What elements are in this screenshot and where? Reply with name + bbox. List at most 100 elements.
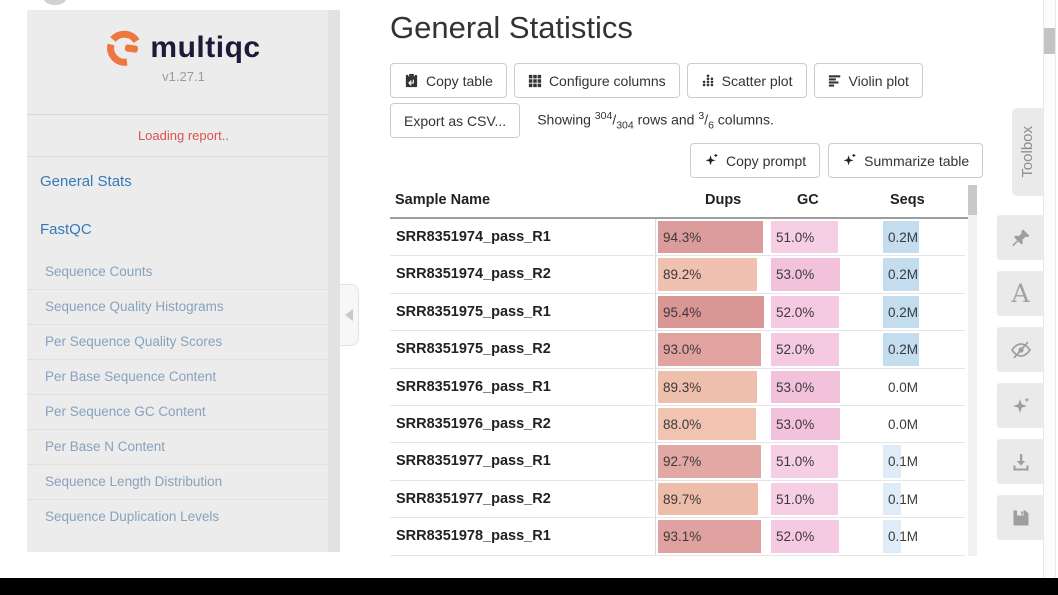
gc-cell: 53.0% — [771, 406, 902, 442]
clipboard-copy-icon — [405, 73, 418, 88]
gc-bar — [771, 370, 841, 403]
sidebar-link[interactable]: Sequence Counts — [45, 264, 153, 279]
gc-bar — [771, 221, 838, 254]
seqs-bar — [883, 520, 902, 553]
table-row: SRR8351975_pass_R2 93.0% 52.0% 0.2M — [390, 331, 965, 369]
sidebar-link[interactable]: Per Base Sequence Content — [45, 369, 217, 384]
sidebar-item-sequence-quality-histograms: Sequence Quality Histograms — [27, 289, 328, 324]
col-header-gc[interactable]: GC — [797, 192, 819, 208]
table-row: SRR8351974_pass_R2 89.2% 53.0% 0.2M — [390, 256, 965, 294]
col-header-sample-name[interactable]: Sample Name — [395, 192, 491, 208]
seqs-bar — [883, 333, 920, 366]
showing-summary: Showing 304/304 rows and 3/6 columns. — [537, 109, 774, 132]
sample-name: SRR8351976_pass_R1 — [396, 378, 551, 395]
table-row: SRR8351977_pass_R1 92.7% 51.0% 0.1M — [390, 443, 965, 481]
gc-bar — [771, 482, 838, 516]
pin-samples-button[interactable] — [997, 215, 1044, 260]
table-scrollbar[interactable] — [968, 185, 977, 556]
copy-table-button[interactable]: Copy table — [390, 63, 507, 98]
table-toolbar-row1: Copy table Configure columns Scatter plo… — [390, 63, 923, 98]
partial-circle-decoration — [44, 0, 66, 5]
ai-sparkle-icon — [1012, 397, 1028, 413]
dups-cell: 93.1% — [658, 518, 769, 554]
save-settings-button[interactable] — [997, 495, 1044, 540]
sidebar-link[interactable]: FastQC — [40, 221, 92, 238]
sidebar-scrollbar[interactable] — [328, 10, 340, 552]
column-divider — [655, 293, 656, 331]
dups-cell: 89.7% — [658, 481, 769, 517]
toolbox-tab-label: Toolbox — [1019, 126, 1036, 178]
bottom-black-bar — [0, 578, 1058, 595]
gc-cell: 51.0% — [771, 443, 902, 479]
table-toolbar-row2: Export as CSV... Showing 304/304 rows an… — [390, 103, 774, 138]
logo-text: multiqc — [150, 31, 261, 64]
hide-samples-button[interactable] — [997, 327, 1044, 372]
scatter-plot-button[interactable]: Scatter plot — [686, 63, 807, 98]
dot-plot-icon — [702, 73, 713, 86]
sample-name: SRR8351978_pass_R1 — [396, 528, 551, 545]
page-title: General Statistics — [390, 10, 633, 45]
col-header-seqs[interactable]: Seqs — [890, 192, 925, 208]
table-row: SRR8351977_pass_R2 89.7% 51.0% 0.1M — [390, 480, 965, 519]
export-csv-button[interactable]: Export as CSV... — [390, 103, 521, 138]
general-stats-table: Sample Name Dups GC Seqs SRR8351974_pass… — [390, 185, 968, 558]
seqs-cell: 0.2M — [883, 331, 965, 367]
dups-cell: 93.0% — [658, 331, 769, 367]
column-divider — [655, 368, 656, 405]
rows-shown: 304 — [594, 109, 613, 122]
sidebar-link[interactable]: General Stats — [40, 173, 132, 190]
sidebar-link[interactable]: Per Base N Content — [45, 439, 166, 454]
gc-bar — [771, 407, 841, 441]
window-scrollbar-thumb[interactable] — [1044, 28, 1055, 54]
cols-shown: 3 — [698, 109, 705, 122]
toolbox-tab[interactable]: Toolbox — [1012, 108, 1043, 196]
dups-cell: 89.2% — [658, 256, 769, 292]
ai-toolbar-row: Copy prompt Summarize table — [690, 143, 984, 178]
sidebar-item-sequence-length-distribution: Sequence Length Distribution — [27, 464, 328, 499]
table-row: SRR8351976_pass_R2 88.0% 53.0% 0.0M — [390, 405, 965, 444]
download-icon — [1013, 453, 1028, 470]
col-header-dups[interactable]: Dups — [705, 192, 742, 208]
violin-plot-button[interactable]: Violin plot — [813, 63, 923, 98]
gc-bar — [771, 295, 840, 329]
export-plots-button[interactable] — [997, 439, 1044, 484]
gc-cell: 52.0% — [771, 294, 902, 330]
loading-status: Loading report.. — [27, 115, 340, 157]
table-scrollbar-thumb[interactable] — [968, 185, 977, 215]
sample-name: SRR8351975_pass_R2 — [396, 341, 551, 358]
gc-cell: 52.0% — [771, 518, 902, 554]
sidebar: multiqc v1.27.1 Loading report.. General… — [27, 10, 340, 552]
table-row: SRR8351974_pass_R1 94.3% 51.0% 0.2M — [390, 219, 965, 257]
dups-cell: 89.3% — [658, 369, 769, 405]
sidebar-link[interactable]: Sequence Quality Histograms — [45, 299, 224, 314]
gc-cell: 51.0% — [771, 219, 902, 255]
table-row: SRR8351978_pass_R1 93.1% 52.0% 0.1M — [390, 518, 965, 556]
dups-bar — [658, 258, 757, 291]
ai-summary-button[interactable] — [997, 383, 1044, 428]
column-divider — [655, 518, 656, 555]
sidebar-link[interactable]: Sequence Length Distribution — [45, 474, 223, 489]
sidebar-link[interactable]: Per Sequence GC Content — [45, 404, 206, 419]
sidebar-collapse-handle[interactable] — [340, 284, 359, 346]
gc-bar — [771, 333, 840, 366]
sample-name: SRR8351975_pass_R1 — [396, 303, 551, 320]
window-scrollbar[interactable] — [1043, 0, 1056, 578]
sample-name: SRR8351977_pass_R1 — [396, 453, 551, 470]
configure-columns-button[interactable]: Configure columns — [513, 63, 680, 98]
seqs-bar — [883, 221, 920, 254]
highlight-text-button[interactable]: A — [997, 271, 1044, 316]
seqs-bar — [883, 258, 920, 291]
copy-prompt-button[interactable]: Copy prompt — [690, 143, 821, 178]
sidebar-link[interactable]: Per Sequence Quality Scores — [45, 334, 223, 349]
column-divider — [655, 443, 656, 480]
gc-cell: 53.0% — [771, 256, 902, 292]
grid-icon — [528, 74, 542, 87]
sample-name: SRR8351976_pass_R2 — [396, 415, 551, 432]
seqs-cell: 0.0M — [888, 416, 919, 432]
font-icon: A — [1011, 279, 1030, 308]
sidebar-item-per-base-n-content: Per Base N Content — [27, 429, 328, 464]
dups-bar — [658, 407, 756, 441]
dups-bar — [658, 221, 763, 254]
sidebar-link[interactable]: Sequence Duplication Levels — [45, 509, 220, 524]
summarize-table-button[interactable]: Summarize table — [828, 143, 984, 178]
